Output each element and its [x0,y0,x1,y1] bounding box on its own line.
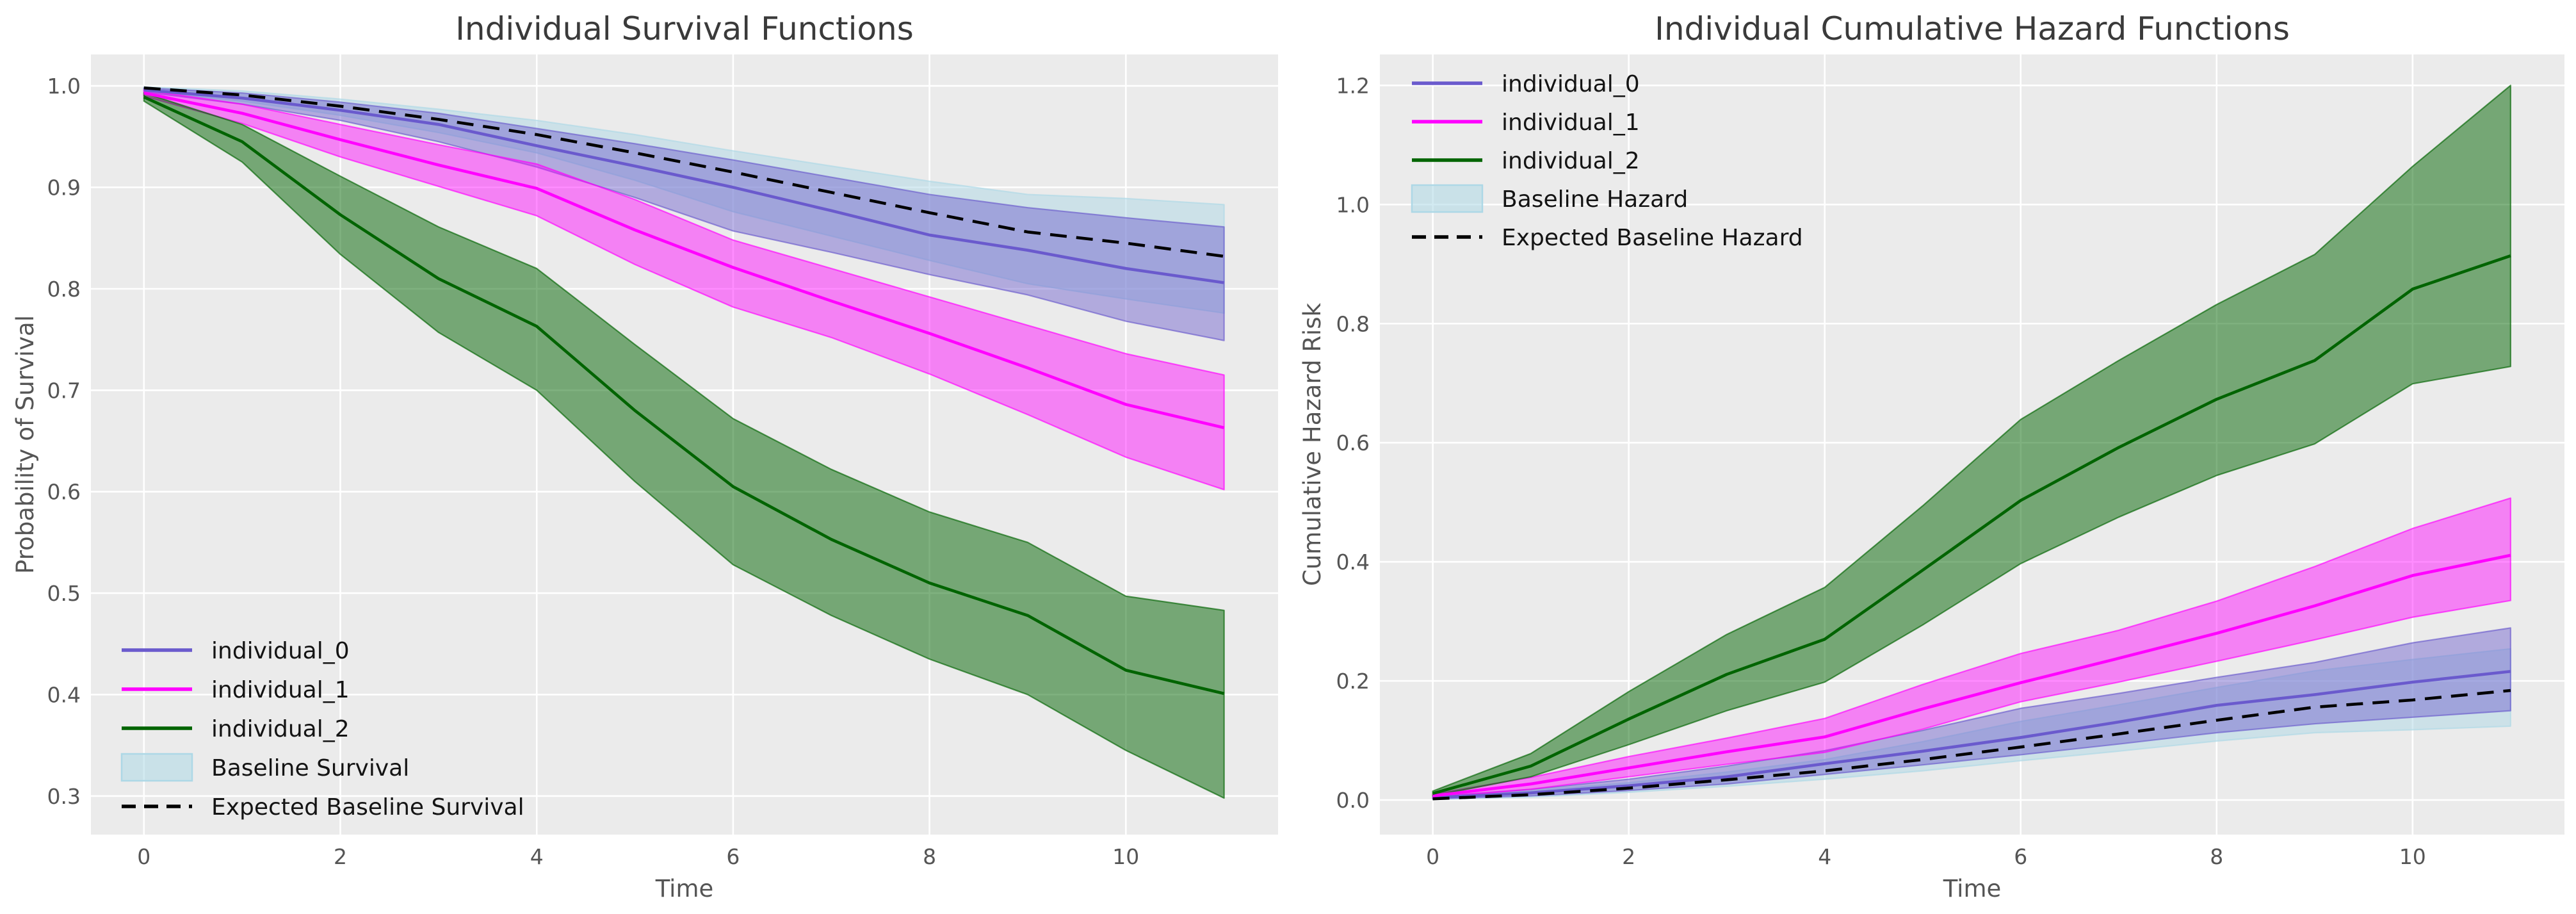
y-tick-label: 0.8 [1336,311,1370,336]
y-tick-label: 0.6 [1336,430,1370,455]
y-tick-label: 0.3 [47,784,81,809]
series-line-individual_1 [1432,553,2511,797]
y-tick-label: 0.4 [47,682,81,707]
y-tick-label: 0.7 [47,378,81,403]
x-tick-label: 6 [726,844,740,869]
legend-label-Expected Baseline Survival: Expected Baseline Survival [211,794,524,820]
ci-band-individual_0 [1432,627,2511,800]
x-tick-label: 8 [923,844,936,869]
hazard-plot-title: Individual Cumulative Hazard Functions [1655,10,2290,47]
x-tick-label: 2 [1622,844,1635,869]
y-tick-label: 1.0 [1336,192,1370,217]
y-tick-label: 0.5 [47,581,81,606]
x-tick-label: 10 [2399,844,2426,869]
ci-band-individual_2 [143,92,1225,799]
legend-label-individual_1: individual_1 [211,677,350,703]
x-tick-label: 4 [530,844,544,869]
x-tick-label: 0 [137,844,150,869]
x-tick-label: 2 [334,844,347,869]
survival-plot: 0 2 4 6 8 10 0.3 0.4 0.5 0.6 0.7 0.8 0.9 1.0 individua… [47,54,1278,869]
legend-label-individual_2: individual_2 [1502,148,1640,174]
y-tick-label: 1.2 [1336,73,1370,98]
legend-label-Baseline Hazard: Baseline Hazard [1502,186,1688,213]
survival-xlabel: Time [655,875,714,902]
ci-band-individual_1 [1432,497,2511,799]
x-tick-label: 0 [1426,844,1439,869]
legend-swatch-Baseline Survival [120,753,193,782]
series-line-individual_0 [1432,669,2511,799]
y-tick-label: 0.8 [47,277,81,302]
ci-band-individual_2 [1432,85,2511,797]
series-line-individual_1 [143,91,1225,430]
x-tick-label: 6 [2014,844,2027,869]
hazard-xlabel: Time [1943,875,2002,902]
series-line-individual_2 [143,95,1225,696]
y-tick-label: 1.0 [47,74,81,99]
y-tick-label: 0.0 [1336,788,1370,813]
hazard-plot: 0 2 4 6 8 10 0.0 0.2 0.4 0.6 0.8 1.0 1.2 individual_0… [1336,54,2564,869]
legend-swatch-Baseline Hazard [1411,184,1484,213]
y-tick-label: 0.2 [1336,669,1370,694]
ci-band-individual_1 [143,89,1225,491]
legend-label-individual_1: individual_1 [1502,110,1640,136]
legend-label-individual_2: individual_2 [211,716,350,742]
legend-label-individual_0: individual_0 [1502,71,1640,97]
x-tick-label: 8 [2210,844,2223,869]
y-tick-label: 0.9 [47,175,81,200]
y-tick-label: 0.6 [47,480,81,505]
ci-band-individual_0 [143,87,1225,341]
x-tick-label: 10 [1112,844,1139,869]
survival-plot-title: Individual Survival Functions [455,10,914,47]
legend-label-Baseline Survival: Baseline Survival [211,755,409,781]
hazard-ylabel: Cumulative Hazard Risk [1299,302,1326,586]
series-line-individual_0 [143,88,1224,284]
legend-label-Expected Baseline Hazard: Expected Baseline Hazard [1502,225,1803,251]
series-line-Expected Baseline Hazard [1432,689,2511,801]
ci-band-Baseline Hazard [1432,648,2511,801]
x-tick-label: 4 [1818,844,1831,869]
series-line-individual_2 [1432,254,2511,796]
legend-label-individual_0: individual_0 [211,638,350,664]
y-tick-label: 0.4 [1336,550,1370,575]
survival-ylabel: Probability of Survival [12,315,39,574]
